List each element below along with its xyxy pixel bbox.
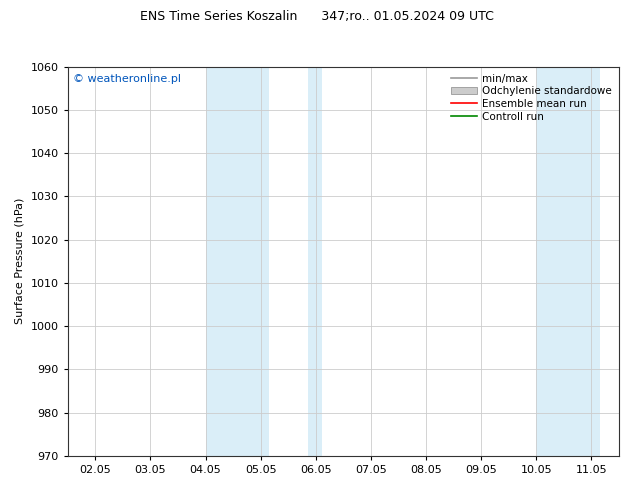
Y-axis label: Surface Pressure (hPa): Surface Pressure (hPa) [15, 198, 25, 324]
Legend: min/max, Odchylenie standardowe, Ensemble mean run, Controll run: min/max, Odchylenie standardowe, Ensembl… [449, 72, 614, 124]
Bar [307, 67, 323, 456]
Text: © weatheronline.pl: © weatheronline.pl [73, 74, 181, 84]
Bar [205, 67, 269, 456]
Bar [536, 67, 600, 456]
Text: ENS Time Series Koszalin      347;ro.. 01.05.2024 09 UTC: ENS Time Series Koszalin 347;ro.. 01.05.… [140, 10, 494, 23]
